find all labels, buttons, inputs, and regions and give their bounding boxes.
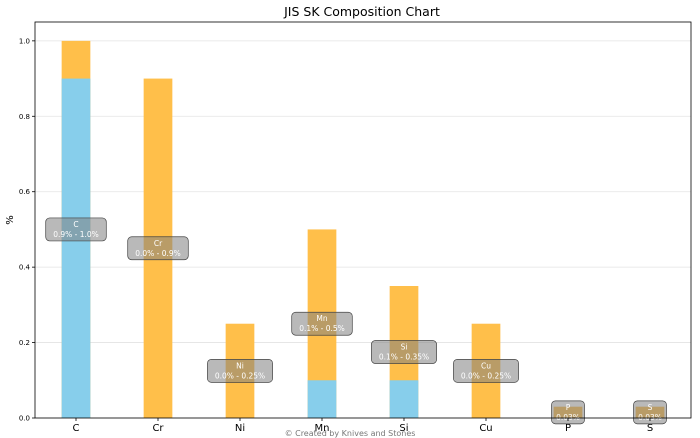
annotation-element-cr: Cr (154, 239, 163, 248)
y-tick-label-4: 0.8 (19, 113, 30, 121)
annotation-element-c: C (73, 220, 78, 229)
annotation-element-ni: Ni (236, 361, 244, 370)
annotation-box-cr (127, 236, 189, 261)
annotation-element-mn: Mn (316, 314, 327, 323)
y-tick-label-5: 1.0 (19, 37, 30, 45)
annotation-range-cu: 0.0% - 0.25% (461, 371, 511, 380)
x-tick-label-cu: Cu (479, 423, 492, 434)
annotation-box-mn (291, 311, 353, 336)
annotation-box-cu (453, 359, 519, 383)
x-tick-label-mn: Mn (315, 423, 330, 434)
y-axis-label: % (5, 215, 16, 225)
annotation-range-si: 0.1% - 0.35% (379, 353, 429, 362)
y-tick-label-3: 0.6 (19, 188, 31, 196)
bar-min-si (389, 380, 419, 418)
plot-frame (34, 21, 692, 419)
annotation-cr: Cr0.0% - 0.9% (127, 236, 189, 261)
annotation-range-cr: 0.0% - 0.9% (135, 249, 181, 258)
annotation-ni: Ni0.0% - 0.25% (207, 359, 273, 383)
x-tick-label-c: C (73, 423, 80, 434)
annotation-c: C0.9% - 1.0% (45, 217, 107, 242)
bar-min-mn (307, 380, 337, 418)
axis-layer: 0.0 0.2 0.4 0.6 0.8 1.0 C Cr Ni Mn Si Cu P S (19, 21, 692, 434)
annotation-element-si: Si (401, 343, 408, 352)
annotation-range-c: 0.9% - 1.0% (53, 230, 99, 239)
annotation-range-p: 0.03% (556, 413, 580, 422)
bars-layer (61, 40, 665, 419)
annotation-si: Si0.1% - 0.35% (371, 340, 437, 364)
y-tick-label-2: 0.4 (19, 264, 31, 272)
grid-layer (35, 40, 691, 419)
annotation-element-p: P (566, 403, 571, 412)
x-tick-label-cr: Cr (152, 423, 164, 434)
bar-min-c (61, 78, 91, 419)
x-tick-label-si: Si (399, 423, 408, 434)
annotation-cu: Cu0.0% - 0.25% (453, 359, 519, 383)
annotation-range-ni: 0.0% - 0.25% (215, 371, 265, 380)
annotation-element-s: S (648, 403, 653, 412)
credit-text: © Created by Knives and Stones (285, 429, 416, 438)
y-tick-label-0: 0.0 (19, 415, 30, 423)
x-tick-label-s: S (647, 423, 653, 434)
x-tick-label-p: P (565, 423, 571, 434)
annotation-mn: Mn0.1% - 0.5% (291, 311, 353, 336)
chart-title: JIS SK Composition Chart (283, 4, 440, 19)
annotation-box-c (45, 217, 107, 242)
annotation-range-mn: 0.1% - 0.5% (299, 324, 345, 333)
x-tick-label-ni: Ni (235, 423, 245, 434)
annotation-box-ni (207, 359, 273, 383)
annotation-box-si (371, 340, 437, 364)
annotation-element-cu: Cu (481, 361, 491, 370)
y-tick-label-1: 0.2 (19, 339, 30, 347)
annotation-range-s: 0.03% (638, 413, 662, 422)
annotation-layer: C0.9% - 1.0%Cr0.0% - 0.9%Ni0.0% - 0.25%M… (45, 217, 667, 425)
